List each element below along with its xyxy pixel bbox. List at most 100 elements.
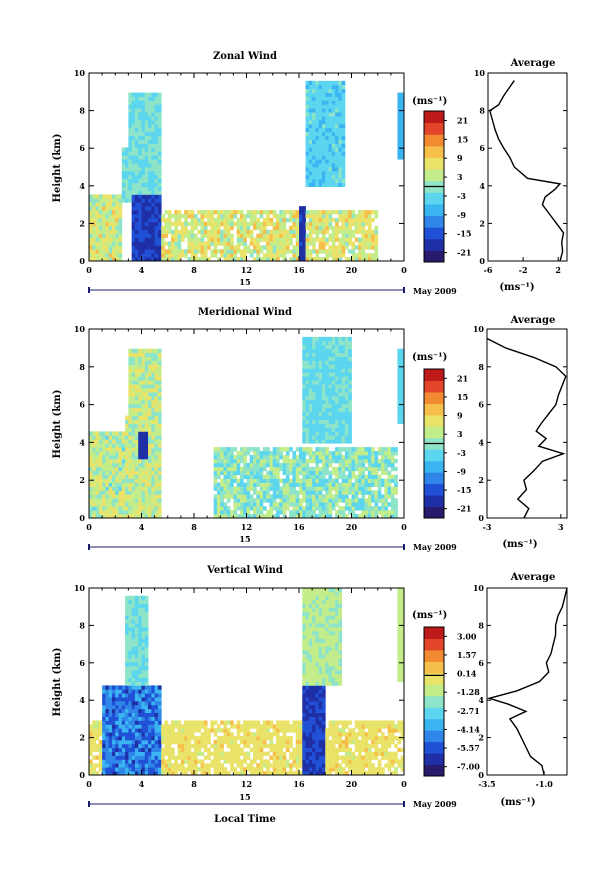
heatmap-cell — [285, 229, 290, 234]
heatmap-cell — [128, 759, 133, 764]
heatmap-cell — [128, 658, 133, 663]
heatmap-cell — [239, 490, 244, 495]
heatmap-cell — [308, 253, 313, 258]
heatmap-cell — [105, 210, 110, 215]
heatmap-cell — [325, 336, 329, 342]
heatmap-cell — [105, 198, 110, 203]
heatmap-cell — [141, 439, 146, 444]
heatmap-cell — [289, 514, 293, 519]
heatmap-cell — [154, 451, 159, 456]
heatmap-cell — [108, 253, 113, 258]
heatmap-cell — [157, 498, 162, 503]
heatmap-cell — [111, 233, 116, 238]
heatmap-cell — [358, 447, 362, 452]
heatmap-cell — [328, 131, 333, 137]
heatmap-cell — [236, 720, 241, 725]
heatmap-cell — [194, 767, 198, 772]
heatmap-cell — [131, 210, 136, 215]
heatmap-cell — [335, 163, 339, 168]
heatmap-cell — [121, 720, 126, 725]
heatmap-cell — [157, 451, 162, 456]
heatmap-cell — [338, 249, 343, 254]
heatmap-cell — [387, 490, 392, 495]
heatmap-cell — [321, 237, 326, 242]
heatmap-cell — [328, 163, 333, 168]
heatmap-cell — [177, 755, 182, 760]
heatmap-cell — [144, 225, 149, 231]
heatmap-cell — [108, 455, 113, 460]
heatmap-cell — [338, 92, 343, 97]
heatmap-cell — [371, 482, 375, 487]
heatmap-cell — [141, 724, 146, 729]
heatmap-cell — [108, 225, 113, 231]
heatmap-cell — [259, 458, 264, 464]
colorbar-segment — [424, 227, 444, 240]
heatmap-cell — [141, 494, 146, 499]
heatmap-cell — [253, 506, 257, 511]
heatmap-cell — [154, 423, 159, 428]
heatmap-cell — [144, 599, 149, 604]
heatmap-cell — [318, 439, 323, 444]
heatmap-cell — [95, 447, 100, 452]
heatmap-cell — [128, 697, 133, 702]
heatmap-cell — [312, 376, 316, 381]
heatmap-cell — [111, 697, 116, 702]
heatmap-cell — [230, 225, 234, 231]
heatmap-cell — [361, 490, 366, 495]
heatmap-cell — [128, 151, 133, 156]
heatmap-cell — [154, 364, 159, 369]
heatmap-cell — [203, 225, 208, 231]
heatmap-cell — [325, 451, 329, 456]
heatmap-cell — [141, 716, 146, 721]
heatmap-cell — [328, 112, 333, 117]
heatmap-cell — [115, 245, 119, 250]
heatmap-cell — [318, 474, 323, 480]
heatmap-cell — [171, 229, 175, 234]
heatmap-cell — [299, 498, 303, 503]
heatmap-cell — [144, 206, 149, 211]
heatmap-cell — [138, 131, 142, 137]
heatmap-cell — [315, 182, 320, 187]
heatmap-cell — [256, 451, 261, 456]
heatmap-cell — [200, 253, 205, 258]
heatmap-cell — [285, 217, 290, 223]
heatmap-cell — [236, 257, 241, 262]
heatmap-cell — [157, 771, 162, 776]
heatmap-cell — [308, 116, 313, 121]
heatmap-cell — [344, 494, 349, 499]
heatmap-cell — [325, 395, 329, 401]
heatmap-cell — [164, 763, 169, 768]
heatmap-cell — [128, 112, 133, 117]
heatmap-cell — [236, 451, 241, 456]
heatmap-cell — [292, 470, 297, 476]
heatmap-cell — [154, 112, 159, 117]
heatmap-cell — [125, 190, 129, 195]
heatmap-cell — [279, 490, 283, 495]
heatmap-cell — [157, 392, 162, 397]
x-tick-label: 16 — [293, 265, 305, 275]
heatmap-cell — [223, 474, 228, 480]
heatmap-cell — [321, 84, 326, 90]
heatmap-cell — [108, 486, 113, 491]
heatmap-cell — [338, 217, 343, 223]
heatmap-cell — [239, 257, 244, 262]
heatmap-cell — [151, 206, 156, 211]
heatmap-cell — [121, 498, 126, 503]
heatmap-cell — [174, 755, 178, 760]
heatmap-cell — [239, 498, 244, 503]
heatmap-cell — [115, 724, 119, 729]
heatmap-cell — [102, 478, 106, 483]
heatmap-cell — [312, 423, 316, 428]
heatmap-cell — [233, 736, 238, 741]
heatmap-cell — [315, 494, 320, 499]
heatmap-cell — [220, 447, 224, 452]
heatmap-cell — [374, 514, 379, 519]
heatmap-cell — [305, 427, 310, 432]
heatmap-cell — [220, 478, 224, 483]
heatmap-cell — [151, 241, 156, 246]
heatmap-cell — [331, 364, 336, 369]
heatmap-cell — [341, 506, 346, 511]
heatmap-cell — [92, 510, 96, 515]
heatmap-cell — [134, 120, 139, 125]
heatmap-cell — [138, 689, 142, 694]
